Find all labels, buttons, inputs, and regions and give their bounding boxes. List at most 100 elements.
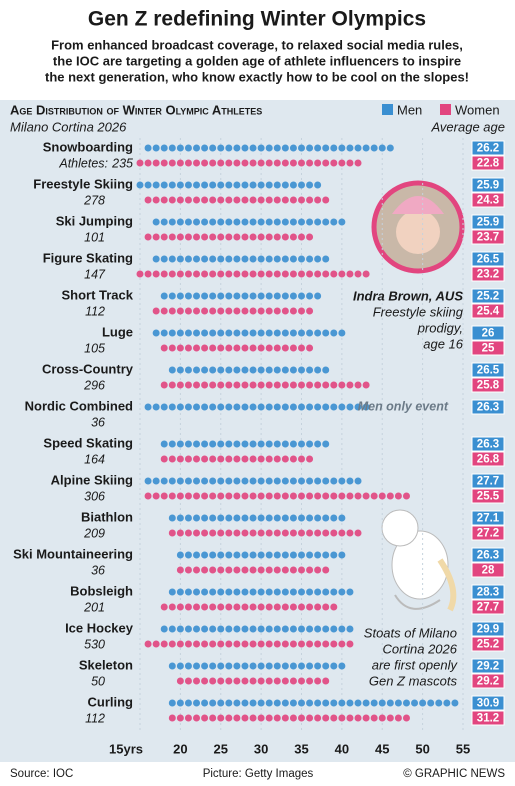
sport-name: Ski Jumping xyxy=(56,213,133,228)
photo-face xyxy=(396,210,440,254)
average-badge xyxy=(471,547,505,563)
chart-subtitle: Milano Cortina 2026 xyxy=(10,119,127,134)
average-badge xyxy=(471,695,505,711)
sport-name: Curling xyxy=(88,694,134,709)
average-badge xyxy=(471,377,505,393)
average-badge xyxy=(471,710,505,726)
average-value: 29.2 xyxy=(477,661,499,673)
average-badge xyxy=(471,525,505,541)
average-value: 25.5 xyxy=(477,491,500,503)
x-tick-label: 35 xyxy=(294,741,308,756)
average-value: 30.9 xyxy=(477,698,499,710)
average-badge xyxy=(471,436,505,452)
athletes-count: 296 xyxy=(83,378,105,392)
subtitle: the IOC are targeting a golden age of at… xyxy=(53,53,461,68)
average-value: 28 xyxy=(482,565,495,577)
sport-name: Nordic Combined xyxy=(25,398,133,413)
average-badge xyxy=(471,488,505,504)
average-value: 25.9 xyxy=(477,180,499,192)
average-badge xyxy=(471,288,505,304)
source: Source: IOC xyxy=(10,768,73,780)
athletes-count: 201 xyxy=(83,600,105,614)
subtitle: From enhanced broadcast coverage, to rel… xyxy=(51,37,463,52)
average-badge xyxy=(471,636,505,652)
average-value: 23.7 xyxy=(477,232,499,244)
photo-caption: Freestyle skiing xyxy=(373,304,464,319)
average-value: 25.4 xyxy=(477,306,500,318)
copyright: © GRAPHIC NEWS xyxy=(403,768,505,780)
average-value: 25.9 xyxy=(477,217,499,229)
average-badge xyxy=(471,140,505,156)
average-value: 22.8 xyxy=(477,158,500,170)
average-value: 26.3 xyxy=(477,402,499,414)
legend-label: Women xyxy=(455,102,500,117)
average-value: 25.8 xyxy=(477,380,500,392)
sport-name: Luge xyxy=(102,324,133,339)
x-tick-label: 25 xyxy=(214,741,228,756)
average-value: 24.3 xyxy=(477,195,499,207)
picture-credit: Picture: Getty Images xyxy=(203,768,314,780)
average-badge xyxy=(471,658,505,674)
athletes-count: 278 xyxy=(83,193,105,207)
legend-label: Men xyxy=(397,102,422,117)
athletes-count: 101 xyxy=(84,230,105,244)
athletes-count: 105 xyxy=(84,341,105,355)
athletes-count: 112 xyxy=(85,711,105,725)
athletes-count: 36 xyxy=(91,415,105,429)
average-value: 25 xyxy=(482,343,495,355)
sport-name: Speed Skating xyxy=(43,435,133,450)
photo-caption: prodigy, xyxy=(417,320,463,335)
subtitle: the next generation, who know exactly ho… xyxy=(45,69,469,84)
legend-swatch xyxy=(440,104,451,115)
mascot-caption: Cortina 2026 xyxy=(383,641,458,656)
average-value: 25.2 xyxy=(477,639,499,651)
sport-name: Ice Hockey xyxy=(65,620,134,635)
average-value: 26.8 xyxy=(477,454,500,466)
x-tick-label: 45 xyxy=(375,741,389,756)
men-only-note: Men only event xyxy=(358,399,449,413)
average-value: 25.2 xyxy=(477,291,499,303)
athletes-count: 50 xyxy=(91,674,105,688)
photo-caption: age 16 xyxy=(423,336,464,351)
athletes-count: 209 xyxy=(83,526,105,540)
sport-name: Alpine Skiing xyxy=(51,472,133,487)
average-badge xyxy=(471,473,505,489)
sport-name: Short Track xyxy=(61,287,133,302)
average-value: 27.7 xyxy=(477,476,499,488)
average-value: 26 xyxy=(482,328,495,340)
sport-name: Cross-Country xyxy=(42,361,134,376)
average-value: 26.3 xyxy=(477,550,499,562)
mascot xyxy=(381,509,457,612)
athletes-count: 36 xyxy=(91,563,105,577)
sport-name: Biathlon xyxy=(81,509,133,524)
athletes-count: 147 xyxy=(84,267,106,281)
average-value: 27.2 xyxy=(477,528,499,540)
mascot-caption: are first openly xyxy=(372,657,459,672)
average-badge xyxy=(471,362,505,378)
average-badge xyxy=(471,584,505,600)
average-badge xyxy=(471,673,505,689)
x-tick-label: 55 xyxy=(456,741,470,756)
average-badge xyxy=(471,599,505,615)
athletes-count: 306 xyxy=(84,489,105,503)
photo-hat xyxy=(392,196,444,214)
x-tick-label: 50 xyxy=(415,741,429,756)
average-badge xyxy=(471,510,505,526)
sport-name: Figure Skating xyxy=(43,250,133,265)
average-badge xyxy=(471,155,505,171)
athletes-label: Athletes: xyxy=(58,156,108,170)
sport-name: Snowboarding xyxy=(43,139,133,154)
sport-name: Bobsleigh xyxy=(70,583,133,598)
average-badge xyxy=(471,177,505,193)
average-badge xyxy=(471,340,505,356)
average-value: 27.7 xyxy=(477,602,499,614)
sport-name: Skeleton xyxy=(79,657,133,672)
average-value: 29.9 xyxy=(477,624,499,636)
average-value: 31.2 xyxy=(477,713,499,725)
average-badge xyxy=(471,229,505,245)
athletes-count: 530 xyxy=(84,637,105,651)
average-badge xyxy=(471,303,505,319)
athletes-count: 235 xyxy=(111,156,133,170)
average-label: Average age xyxy=(431,119,506,134)
average-badge xyxy=(471,399,505,415)
